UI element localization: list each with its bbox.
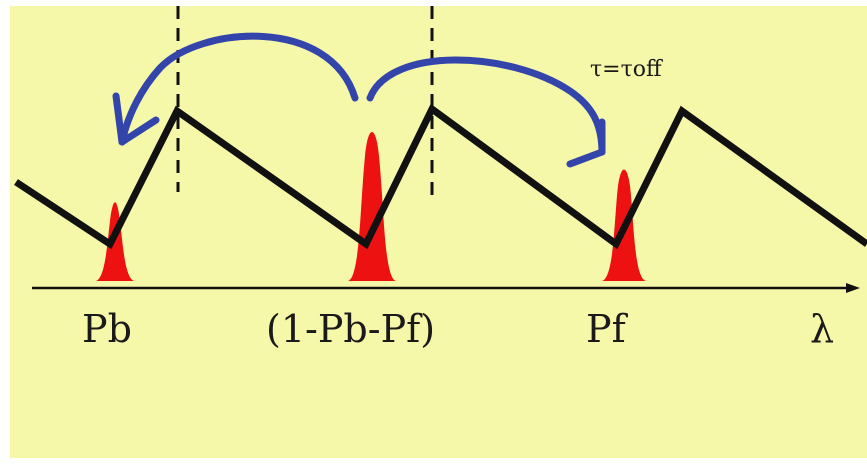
- label-center: (1-Pb-Pf): [266, 307, 435, 351]
- axis-label-lambda: λ: [810, 307, 834, 351]
- label-pb: Pb: [82, 307, 132, 351]
- diagram-panel: τ=τoff Pb (1-Pb-Pf) Pf λ: [10, 6, 867, 458]
- axis-arrowhead: [846, 283, 860, 293]
- backward-arrow-head: [112, 92, 160, 146]
- backward-arrow: [118, 32, 359, 146]
- forward-arrow-head: [566, 118, 606, 168]
- sawtooth-potential: [14, 103, 867, 250]
- label-pf: Pf: [586, 307, 629, 351]
- diagram-svg: τ=τoff Pb (1-Pb-Pf) Pf λ: [10, 6, 867, 458]
- tau-annotation: τ=τoff: [590, 57, 663, 82]
- background: [10, 6, 867, 458]
- forward-arrow: [366, 56, 606, 156]
